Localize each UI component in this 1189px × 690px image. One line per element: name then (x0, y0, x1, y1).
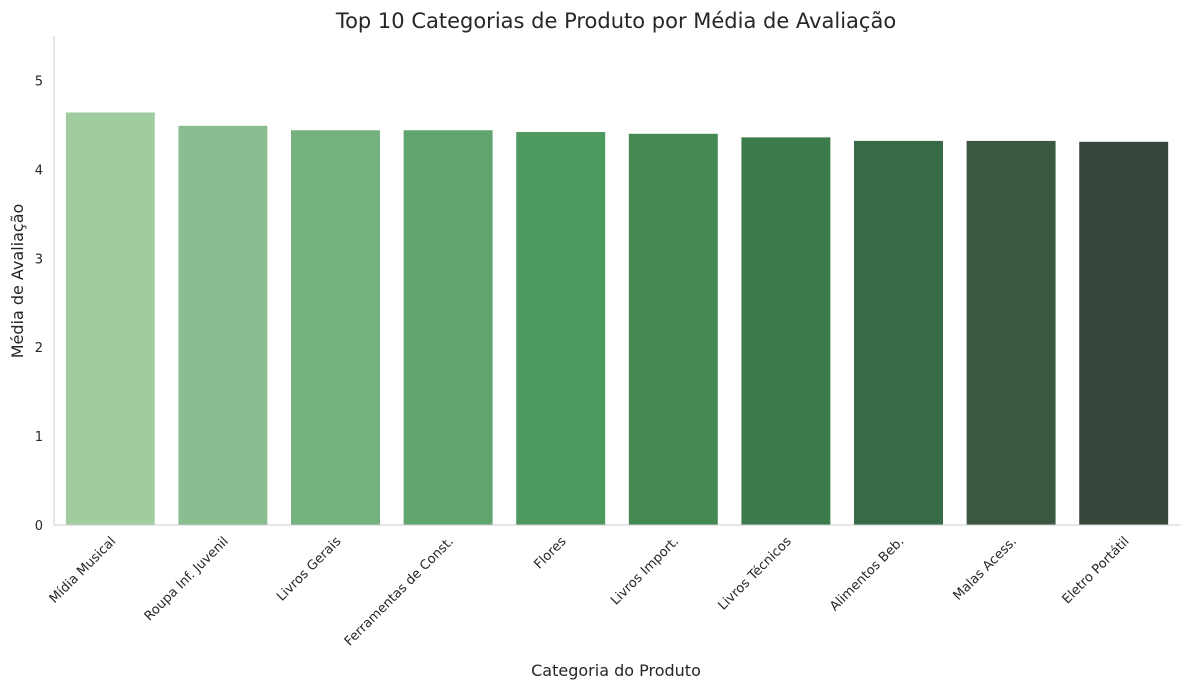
y-tick-label: 4 (35, 163, 43, 178)
bar (65, 112, 155, 526)
x-axis-ticks: Mídia Musical Roupa Inf. Juvenil Livros Ge… (47, 534, 1133, 649)
bar (178, 125, 268, 526)
y-axis-label: Média de Avaliação (8, 204, 27, 359)
y-tick-label: 5 (35, 75, 43, 90)
chart-title: Top 10 Categorias de Produto por Média d… (335, 9, 896, 33)
x-tick-label: Livros Import. (608, 534, 682, 608)
x-tick-label: Flores (531, 534, 569, 572)
y-tick-label: 1 (35, 430, 43, 445)
y-tick-label: 0 (35, 519, 43, 534)
x-tick-label: Ferramentas de Const. (342, 534, 457, 649)
plot-area (65, 112, 1169, 526)
x-tick-label: Roupa Inf. Juvenil (142, 534, 232, 624)
bar (741, 137, 831, 526)
x-tick-label: Mídia Musical (47, 534, 119, 606)
bar (1079, 141, 1169, 526)
bar (628, 133, 718, 526)
x-tick-label: Alimentos Beb. (827, 534, 907, 614)
bar (291, 130, 380, 526)
y-tick-label: 2 (35, 341, 43, 356)
bar (516, 132, 606, 525)
x-tick-label: Livros Gerais (274, 534, 344, 604)
bar (854, 140, 943, 525)
bar (403, 130, 493, 526)
x-tick-label: Eletro Portátil (1060, 534, 1133, 607)
x-tick-label: Malas Acess. (951, 534, 1020, 603)
x-axis-label: Categoria do Produto (531, 661, 701, 680)
bar (966, 140, 1056, 525)
x-tick-label: Livros Técnicos (715, 534, 794, 613)
y-axis-ticks: 0 1 2 3 4 5 (35, 75, 43, 535)
y-tick-label: 3 (35, 252, 43, 267)
